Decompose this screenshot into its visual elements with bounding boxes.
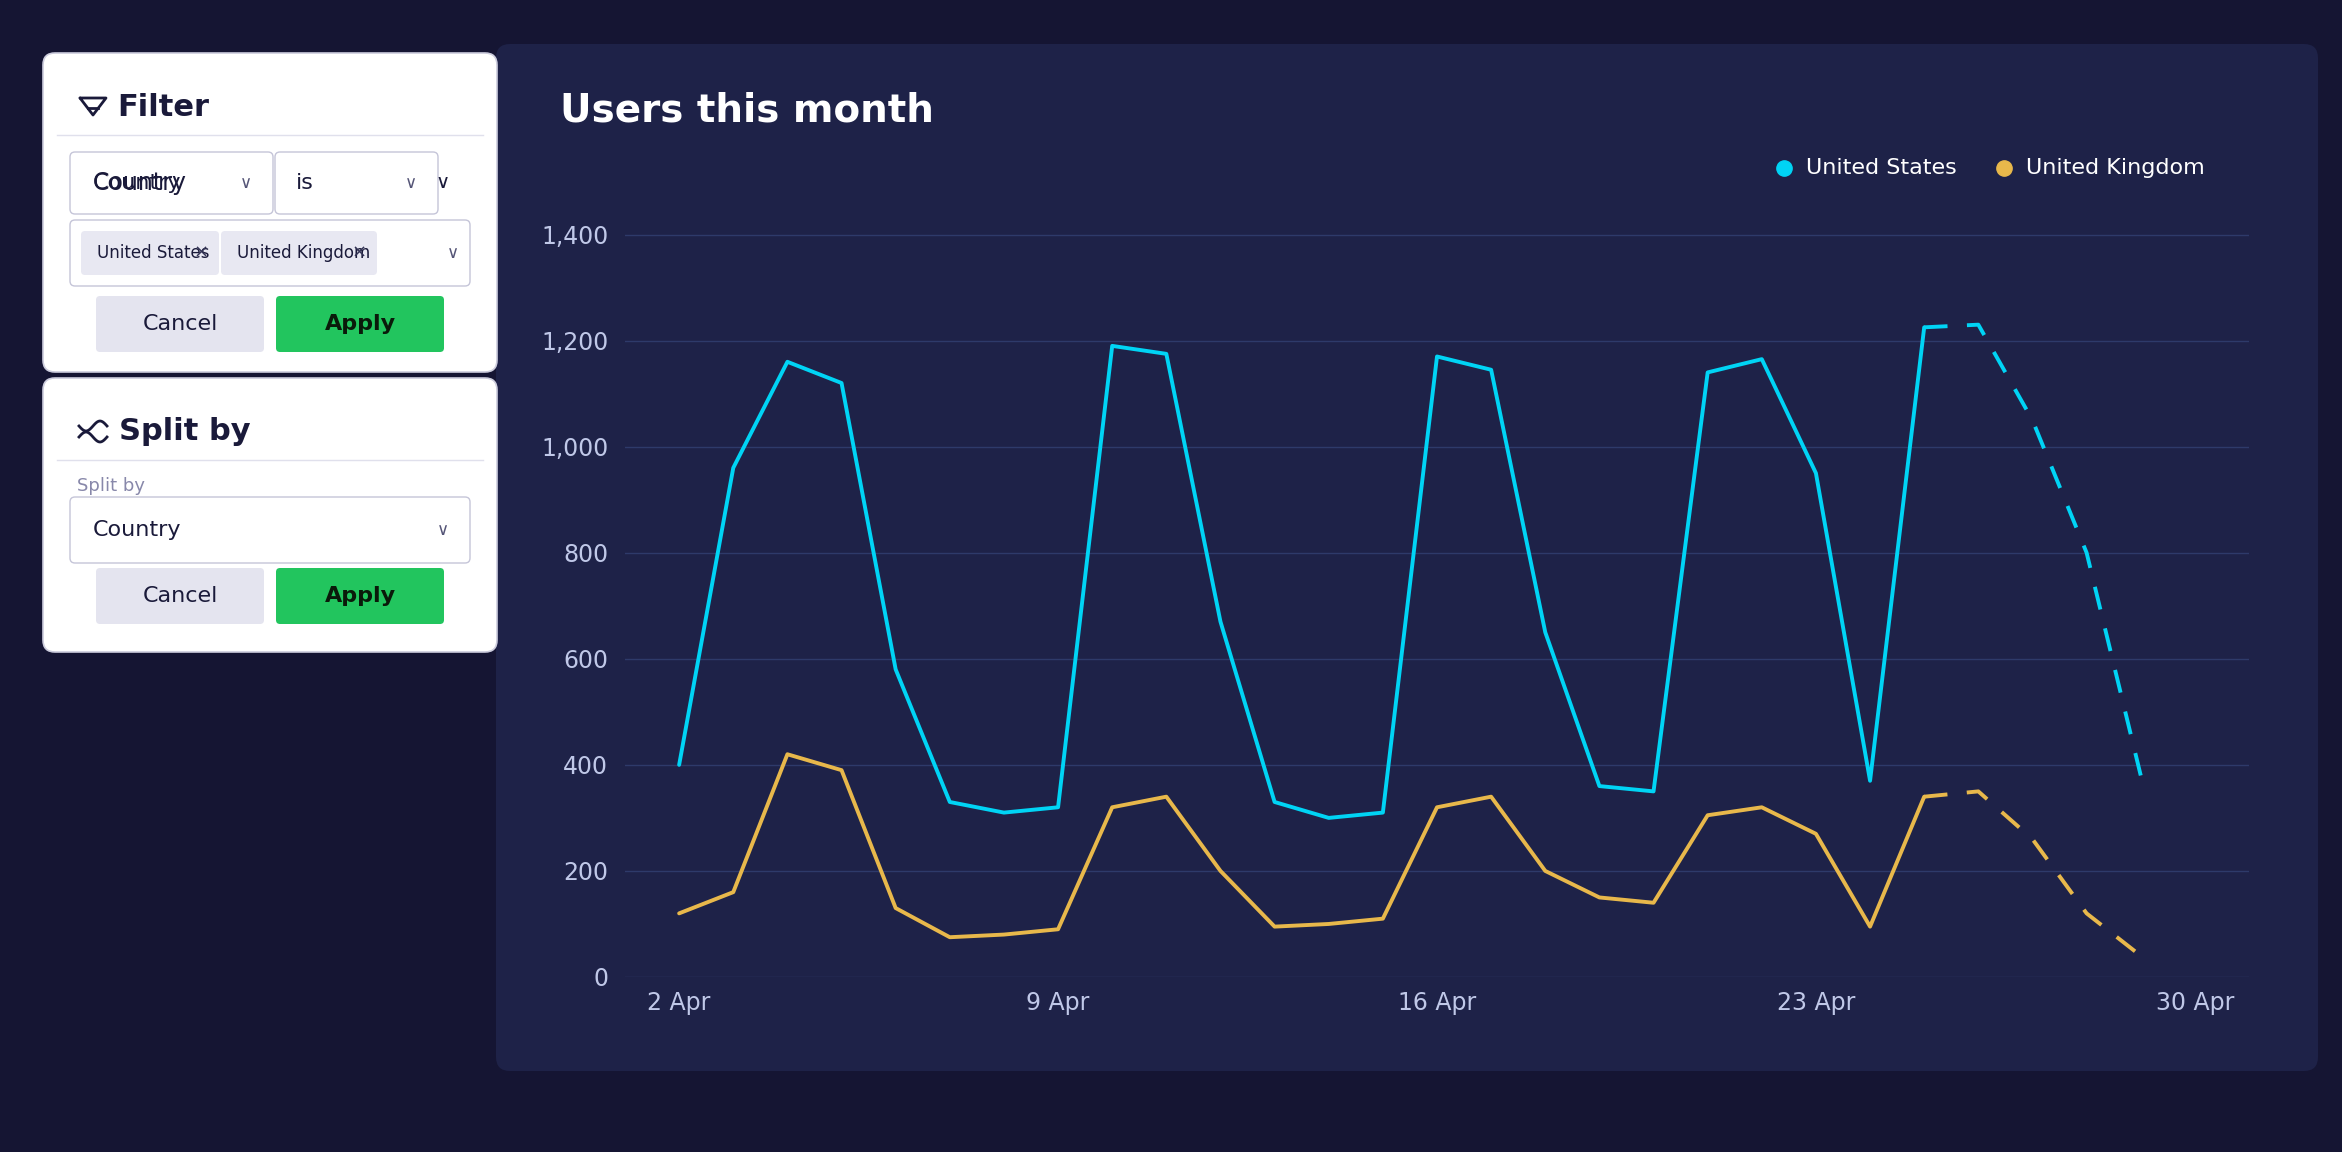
FancyBboxPatch shape [276,296,445,353]
Text: United Kingdom: United Kingdom [237,244,370,262]
Text: ∨: ∨ [239,174,253,192]
Text: Country: Country [94,173,180,194]
Text: Country: Country [94,520,180,540]
Text: Apply: Apply [326,586,396,606]
FancyBboxPatch shape [82,232,220,275]
Text: Cancel: Cancel [143,586,218,606]
Text: Country: Country [94,170,187,195]
FancyBboxPatch shape [70,220,471,286]
FancyBboxPatch shape [42,53,497,372]
Text: ∨: ∨ [436,174,450,192]
FancyBboxPatch shape [96,296,265,353]
FancyBboxPatch shape [42,378,497,652]
Text: is: is [295,173,314,194]
Text: ×: × [351,244,368,262]
FancyBboxPatch shape [497,44,2319,1071]
Text: United States: United States [96,244,208,262]
Text: Users this month: Users this month [560,91,934,129]
FancyBboxPatch shape [96,568,265,624]
Text: Apply: Apply [326,314,396,334]
Text: ∨: ∨ [438,521,450,539]
Text: United States: United States [1806,158,1958,179]
FancyBboxPatch shape [274,152,438,214]
Text: ∨: ∨ [405,174,417,192]
FancyBboxPatch shape [276,568,445,624]
Text: United Kingdom: United Kingdom [2026,158,2204,179]
FancyBboxPatch shape [70,497,471,563]
Text: Split by: Split by [77,477,145,495]
Text: ∨: ∨ [447,244,459,262]
Text: Cancel: Cancel [143,314,218,334]
Text: Split by: Split by [119,417,251,447]
FancyBboxPatch shape [70,152,274,214]
FancyBboxPatch shape [220,232,377,275]
Text: ×: × [194,244,208,262]
Text: Filter: Filter [117,92,208,121]
